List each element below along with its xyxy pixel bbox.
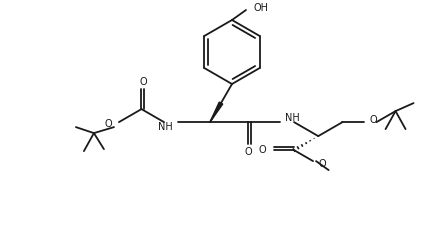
Text: O: O [258,145,266,155]
Polygon shape [210,102,223,122]
Text: O: O [104,119,112,129]
Text: OH: OH [254,3,269,13]
Text: O: O [369,115,377,125]
Text: O: O [139,77,147,87]
Text: NH: NH [158,122,173,132]
Text: O: O [244,147,252,157]
Text: O: O [318,159,326,169]
Text: NH: NH [285,113,300,123]
